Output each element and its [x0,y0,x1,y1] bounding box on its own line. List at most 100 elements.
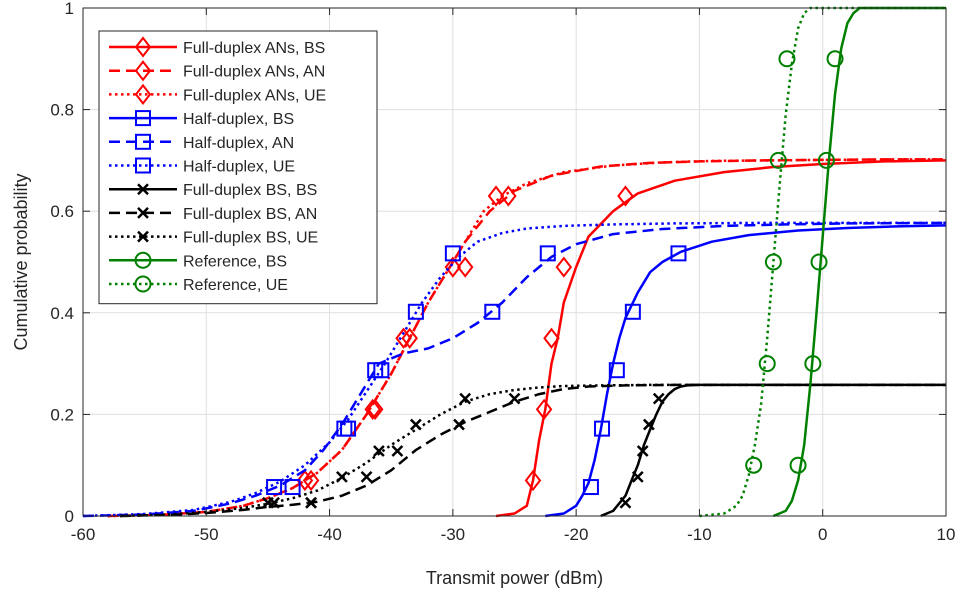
series-group [82,221,946,518]
diamond-marker [555,256,573,278]
x-marker [459,392,472,405]
diamond-marker [487,185,505,207]
legend-label: Half-duplex, AN [183,135,294,152]
diamond-marker [500,185,517,207]
diamond-marker [535,398,553,420]
x-marker [631,471,644,483]
circle-marker [778,50,796,68]
x-tick-label: -50 [194,525,219,544]
x-tick-label: -10 [687,525,712,544]
x-tick-label: 0 [818,525,827,544]
circle-marker [817,151,835,169]
x-marker [305,496,317,509]
x-marker [453,418,465,431]
x-marker [373,445,385,457]
x-marker [137,207,149,219]
diamond-marker [134,36,152,58]
square-marker [135,110,151,127]
x-marker [508,392,521,405]
series-group [545,224,947,518]
y-tick-label: 1 [65,0,74,18]
y-tick-label: 0 [65,507,74,526]
x-tick-label: -40 [317,525,342,544]
legend-label: Half-duplex, BS [183,111,294,128]
series-layer [82,6,947,518]
legend-entry: Half-duplex, UE [109,157,295,176]
legend-entry: Half-duplex, AN [109,133,294,152]
series-line [119,383,946,518]
circle-marker [134,275,152,293]
legend-entry: Reference, UE [109,275,288,294]
circle-marker [789,456,807,474]
y-tick-label: 0.6 [50,202,74,221]
legend-label: Half-duplex, UE [183,159,295,176]
square-marker [407,303,424,320]
diamond-marker [364,398,381,420]
legend-label: Full-duplex ANs, UE [183,87,326,104]
legend-label: Full-duplex BS, BS [183,182,317,199]
circle-marker [769,151,787,169]
square-marker [539,245,556,262]
square-marker [670,245,687,262]
legend-label: Reference, UE [183,277,288,294]
diamond-marker [296,469,314,492]
legend-entry: Full-duplex BS, AN [109,206,317,223]
square-marker [284,479,301,496]
x-marker [619,496,632,509]
legend-label: Reference, BS [183,253,287,270]
series-line [699,6,946,518]
diamond-marker [134,83,152,106]
square-marker [582,479,599,496]
square-marker [608,362,625,379]
series-group [495,159,947,518]
legend-entry: Full-duplex ANs, UE [109,83,326,106]
diamond-marker [395,327,412,349]
x-marker [409,418,422,431]
diamond-marker [366,398,384,420]
square-marker [373,362,390,379]
x-marker [652,392,665,405]
series-line [82,221,947,518]
square-marker [624,303,641,320]
legend-label: Full-duplex BS, AN [183,206,317,223]
x-tick-label: -30 [441,525,466,544]
square-marker [594,420,611,437]
circle-marker [764,253,782,271]
y-axis-label: Cumulative probability [11,173,31,350]
legend-label: Full-duplex ANs, BS [183,40,325,57]
y-tick-label: 0.4 [50,304,74,323]
square-marker [336,420,353,437]
series-group [772,6,946,518]
square-marker [444,245,461,262]
diamond-marker [524,469,542,492]
x-marker [262,496,274,509]
x-marker [336,471,348,483]
x-marker [636,445,649,457]
series-line [772,6,946,518]
y-tick-label: 0.8 [50,101,74,120]
diamond-marker [302,469,320,492]
x-tick-label: 10 [937,525,956,544]
series-line [545,224,947,518]
circle-marker [758,355,776,373]
series-group [600,383,946,518]
series-group [119,383,946,518]
tick-labels: -60 -50 -40 -30 -20 -10 0 10 0 0.2 0.4 0.6 0.8 1 [50,0,955,544]
x-marker [137,230,149,243]
legend-entry: Full-duplex BS, BS [109,182,317,199]
axes [82,7,947,517]
x-tick-label: -60 [71,525,96,544]
x-tick-label: -20 [564,525,589,544]
series-group [699,6,946,518]
diamond-marker [456,256,474,278]
diamond-marker [617,185,634,207]
legend-label: Full-duplex BS, UE [183,230,318,247]
series-line [495,159,947,518]
square-marker [135,133,151,150]
plot-frame [82,7,947,517]
diamond-marker [543,327,560,349]
x-marker [391,445,404,457]
series-line [600,383,946,518]
legend: Full-duplex ANs, BS Full-duplex ANs, AN Fu… [98,30,378,305]
